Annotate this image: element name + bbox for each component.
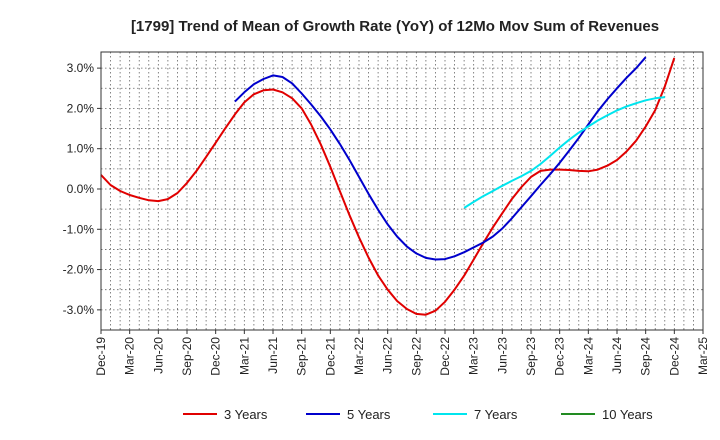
x-tick-label: Jun-20 — [151, 337, 165, 374]
legend-label: 3 Years — [224, 407, 268, 422]
x-tick-label: Jun-22 — [381, 337, 395, 374]
x-tick-label: Jun-23 — [495, 337, 509, 374]
x-axis-ticks: Dec-19 Mar-20 Jun-20 Sep-20 Dec-20 Mar-21 Jun-… — [94, 330, 710, 376]
x-tick-label: Sep-22 — [409, 337, 423, 376]
series-layer — [100, 56, 676, 316]
series-line-7-years — [463, 96, 666, 209]
y-tick-label: 2.0% — [67, 101, 95, 115]
x-tick-label: Dec-23 — [553, 337, 567, 376]
y-tick-label: -2.0% — [63, 263, 95, 277]
y-tick-label: 1.0% — [67, 142, 95, 156]
y-axis-ticks: 3.0% 2.0% 1.0% 0.0% -1.0% -2.0% -3.0% — [63, 61, 101, 317]
y-tick-label: -3.0% — [63, 303, 95, 317]
grid-layer — [101, 52, 703, 330]
x-tick-label: Mar-20 — [123, 337, 137, 375]
y-tick-label: 3.0% — [67, 61, 95, 75]
x-tick-label: Dec-22 — [438, 337, 452, 376]
plot-frame — [100, 51, 704, 331]
legend-label: 5 Years — [347, 407, 391, 422]
legend-label: 10 Years — [602, 407, 653, 422]
x-tick-label: Jun-24 — [610, 337, 624, 374]
chart-title: [1799] Trend of Mean of Growth Rate (YoY… — [131, 18, 659, 35]
x-tick-label: Mar-21 — [237, 337, 251, 375]
x-tick-label: Sep-21 — [295, 337, 309, 376]
y-tick-label: -1.0% — [63, 222, 95, 236]
series-line-5-years — [234, 56, 647, 261]
x-tick-label: Sep-24 — [639, 337, 653, 376]
x-tick-label: Dec-20 — [209, 337, 223, 376]
x-tick-label: Jun-21 — [266, 337, 280, 374]
legend: 3 Years 5 Years 7 Years 10 Years — [183, 407, 653, 422]
x-tick-label: Sep-23 — [524, 337, 538, 376]
x-tick-label: Sep-20 — [180, 337, 194, 376]
x-tick-label: Mar-23 — [467, 337, 481, 375]
x-tick-label: Mar-22 — [352, 337, 366, 375]
x-tick-label: Dec-21 — [323, 337, 337, 376]
series-line-3-years — [100, 57, 676, 316]
y-tick-label: 0.0% — [67, 182, 95, 196]
x-tick-label: Mar-25 — [696, 337, 710, 375]
legend-label: 7 Years — [474, 407, 518, 422]
x-tick-label: Dec-19 — [94, 337, 108, 376]
x-tick-label: Dec-24 — [667, 337, 681, 376]
x-tick-label: Mar-24 — [581, 337, 595, 375]
